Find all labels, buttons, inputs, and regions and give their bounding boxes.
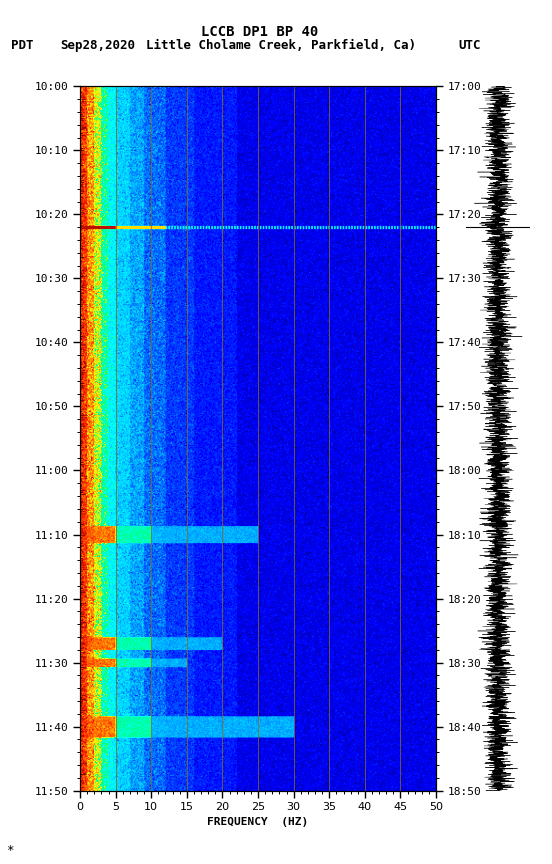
Text: LCCB DP1 BP 40: LCCB DP1 BP 40 [201, 25, 318, 39]
Text: Sep28,2020: Sep28,2020 [61, 39, 136, 52]
Text: PDT: PDT [11, 39, 34, 52]
Text: Little Cholame Creek, Parkfield, Ca): Little Cholame Creek, Parkfield, Ca) [146, 39, 416, 52]
Text: *: * [6, 843, 13, 856]
Text: UTC: UTC [458, 39, 481, 52]
X-axis label: FREQUENCY  (HZ): FREQUENCY (HZ) [208, 816, 309, 827]
